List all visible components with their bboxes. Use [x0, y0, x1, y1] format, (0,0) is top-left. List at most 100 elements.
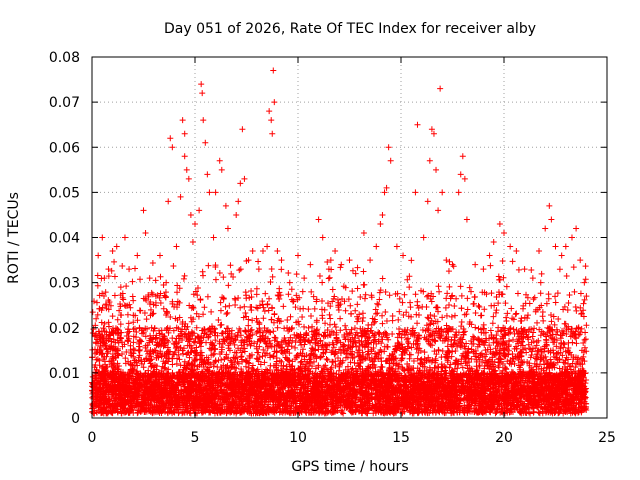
- data-point: [523, 349, 530, 356]
- data-point: [121, 234, 128, 241]
- data-point: [285, 291, 292, 298]
- data-point: [512, 311, 519, 318]
- data-point: [274, 248, 281, 255]
- data-point: [293, 271, 300, 278]
- data-point: [93, 299, 100, 306]
- data-point: [347, 302, 354, 309]
- data-point: [387, 157, 394, 164]
- data-point: [443, 312, 450, 319]
- data-point: [261, 359, 268, 366]
- data-point: [581, 336, 588, 343]
- data-point: [458, 318, 465, 325]
- data-point: [212, 189, 219, 196]
- data-point: [319, 298, 326, 305]
- data-point: [224, 225, 231, 232]
- data-point: [382, 288, 389, 295]
- data-point: [361, 295, 368, 302]
- data-point: [324, 357, 331, 364]
- data-point: [255, 349, 262, 356]
- data-point: [464, 295, 471, 302]
- data-point: [326, 311, 333, 318]
- data-point: [185, 175, 192, 182]
- data-point: [270, 319, 277, 326]
- data-point: [430, 130, 437, 137]
- data-point: [455, 189, 462, 196]
- data-point: [255, 266, 262, 273]
- data-point: [352, 307, 359, 314]
- data-point: [360, 268, 367, 275]
- data-point: [356, 357, 363, 364]
- data-point: [307, 359, 314, 366]
- data-point: [536, 410, 543, 417]
- data-point: [356, 363, 363, 370]
- data-point: [198, 81, 205, 88]
- data-point: [287, 313, 294, 320]
- data-point: [348, 326, 355, 333]
- data-point: [161, 364, 168, 371]
- data-point: [539, 313, 546, 320]
- data-point: [269, 273, 276, 280]
- data-point: [167, 314, 174, 321]
- data-point: [464, 306, 471, 313]
- data-point: [408, 257, 415, 264]
- data-point: [445, 302, 452, 309]
- data-point: [572, 364, 579, 371]
- data-point: [377, 220, 384, 227]
- data-point: [237, 304, 244, 311]
- data-point: [524, 334, 531, 341]
- data-point: [292, 344, 299, 351]
- data-point: [299, 288, 306, 295]
- data-point: [468, 288, 475, 295]
- data-point: [241, 175, 248, 182]
- data-point: [105, 273, 112, 280]
- data-point: [349, 267, 356, 274]
- data-point: [530, 296, 537, 303]
- data-points: [89, 67, 590, 417]
- data-point: [322, 320, 329, 327]
- data-point: [509, 258, 516, 265]
- data-point: [383, 317, 390, 324]
- data-point: [415, 311, 422, 318]
- data-point: [374, 310, 381, 317]
- data-point: [334, 354, 341, 361]
- data-point: [415, 305, 422, 312]
- data-point: [546, 202, 553, 209]
- data-point: [191, 339, 198, 346]
- data-point: [421, 349, 428, 356]
- data-point: [199, 90, 206, 97]
- data-point: [218, 166, 225, 173]
- data-point: [124, 311, 131, 318]
- data-point: [205, 262, 212, 269]
- data-point: [126, 266, 133, 273]
- data-point: [218, 321, 225, 328]
- data-point: [375, 338, 382, 345]
- data-point: [305, 324, 312, 331]
- data-point: [531, 325, 538, 332]
- data-point: [420, 234, 427, 241]
- data-point: [436, 288, 443, 295]
- data-point: [132, 265, 139, 272]
- data-point: [125, 320, 132, 327]
- data-point: [105, 266, 112, 273]
- data-point: [495, 364, 502, 371]
- data-point: [192, 220, 198, 227]
- data-point: [547, 312, 554, 319]
- data-point: [572, 304, 579, 311]
- data-point: [552, 293, 559, 300]
- data-point: [150, 310, 157, 317]
- data-point: [423, 303, 430, 310]
- data-point: [259, 248, 266, 255]
- data-point: [262, 290, 269, 297]
- data-point: [169, 361, 176, 368]
- data-point: [89, 309, 96, 316]
- data-point: [466, 284, 473, 291]
- data-point: [245, 322, 252, 329]
- data-point: [360, 281, 367, 288]
- data-point: [479, 359, 486, 366]
- data-point: [281, 325, 288, 332]
- data-point: [321, 306, 328, 313]
- data-point: [105, 319, 112, 326]
- data-point: [573, 225, 580, 232]
- data-point: [375, 301, 382, 308]
- data-point: [301, 275, 308, 282]
